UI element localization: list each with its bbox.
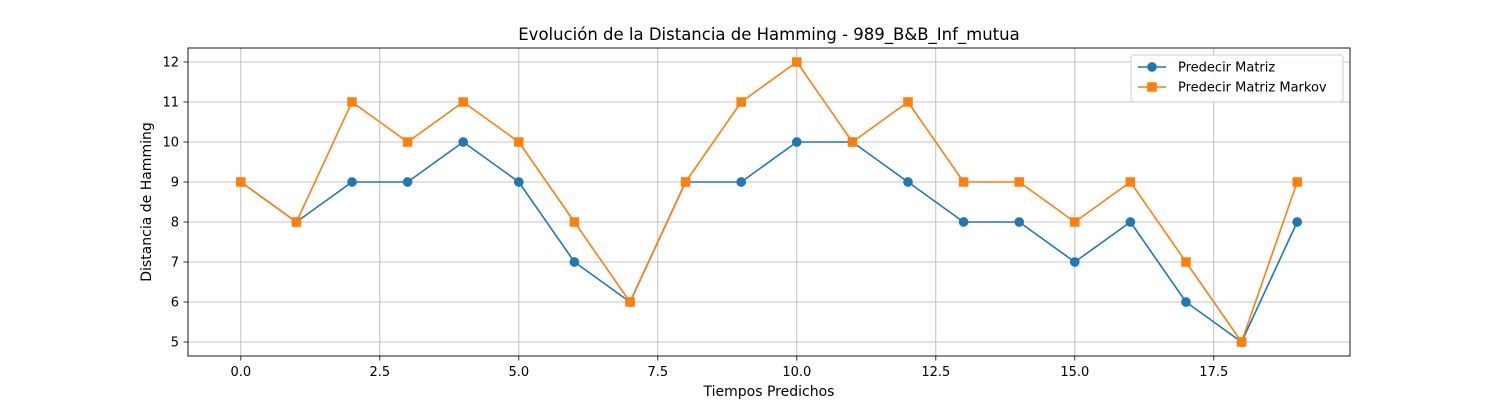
data-point [1292,217,1303,227]
series-2 [236,57,1302,347]
data-point [236,177,246,187]
data-point [1292,177,1302,187]
grid [188,48,1350,356]
data-point [458,137,469,147]
data-point [1181,257,1191,267]
data-point [958,177,969,187]
data-point [736,97,746,107]
data-point [514,137,524,147]
data-point [958,217,969,227]
y-tick-label: 7 [171,256,179,271]
data-point [736,177,747,187]
data-point [347,97,357,107]
data-point [680,177,691,187]
y-tick-label: 6 [171,296,179,311]
y-tick-label: 11 [162,96,179,111]
series-line [240,141,1298,343]
legend-marker [1147,62,1157,72]
x-axis-label: Tiempos Predichos [703,384,835,400]
data-point [903,177,913,187]
data-point [458,97,468,107]
y-tick-label: 9 [171,176,179,191]
data-point [569,217,580,227]
y-tick-label: 10 [162,136,179,151]
y-tick-label: 5 [171,336,179,351]
data-point [347,177,357,187]
data-point [1014,177,1024,187]
data-point [1125,217,1136,227]
data-point [1236,337,1247,347]
series-layer [235,57,1303,347]
legend-marker [1147,82,1157,92]
data-point [1070,217,1080,227]
x-tick-label: 12.5 [921,365,950,380]
x-tick-label: 0.0 [230,365,251,380]
x-tick-label: 2.5 [369,365,390,380]
data-point [1125,177,1136,187]
data-point [1014,217,1025,227]
y-tick-label: 12 [162,56,179,71]
y-tick-label: 8 [171,216,179,231]
legend: Predecir Matriz Predecir Matriz Markov [1130,54,1344,103]
data-point [792,57,802,67]
data-point [569,257,580,267]
data-point [1181,297,1191,307]
data-point [402,137,413,147]
data-point [903,97,913,107]
series-line [240,61,1298,343]
legend-box [1130,54,1344,103]
chart-title: Evolución de la Distancia de Hamming - 9… [518,25,1019,45]
data-point [791,137,802,147]
x-tick-label: 17.5 [1199,365,1228,380]
x-tick-label: 10.0 [782,365,811,380]
data-point [402,177,413,187]
x-tick-label: 7.5 [647,365,668,380]
legend-label: Predecir Matriz [1178,61,1275,76]
plot-frame [187,47,1351,357]
data-point [1069,257,1080,267]
data-point [847,137,858,147]
y-axis-label: Distancia de Hamming [139,122,155,282]
x-tick-label: 15.0 [1060,365,1089,380]
x-tick-label: 5.0 [508,365,529,380]
legend-label: Predecir Matriz Markov [1178,81,1327,96]
data-point [625,297,635,307]
data-point [291,217,302,227]
data-point [513,177,524,187]
axis-ticks: 0.0 2.5 5.0 7.5 10.0 12.5 15.0 17.5 5 6 7 8 9 10 11 12 [162,56,1228,381]
